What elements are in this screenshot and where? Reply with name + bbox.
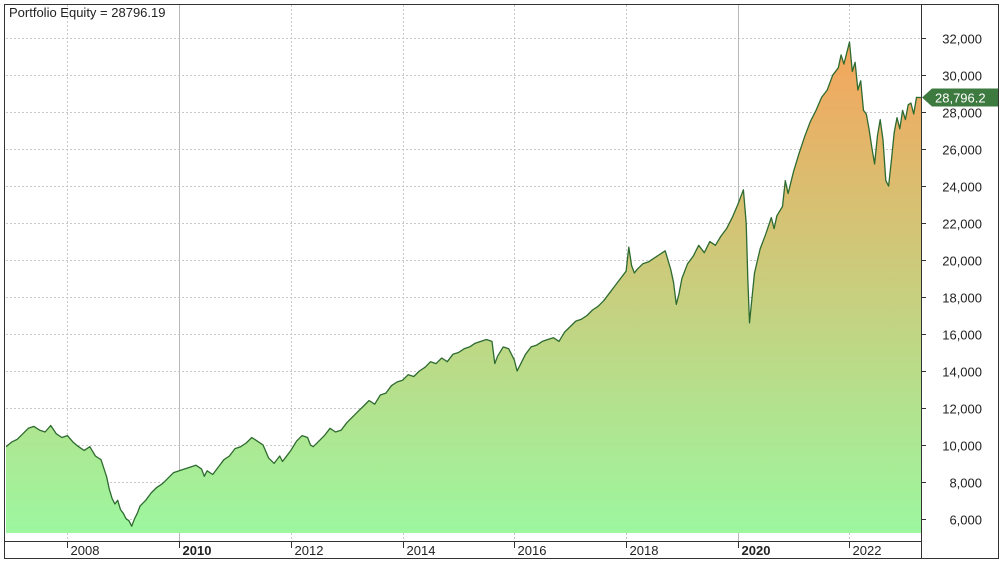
equity-area-fill (6, 42, 921, 533)
chart-frame (4, 4, 999, 559)
last-value-tag (922, 88, 998, 107)
x-tick-label: 2020 (742, 543, 771, 558)
y-axis: 32,000 30,000 28,000 26,000 24,000 22,000 20,0… (921, 32, 982, 528)
y-tick-label: 10,000 (942, 439, 982, 454)
y-tick-label: 14,000 (942, 365, 982, 380)
last-value-label: 28,796.2 (935, 91, 986, 106)
y-tick-label: 12,000 (942, 402, 982, 417)
x-axis: 2008 2010 2012 2014 2016 2018 2020 2022 (67, 541, 882, 558)
y-tick-label: 32,000 (942, 32, 982, 47)
x-tick-label: 2014 (407, 543, 436, 558)
y-tick-label: 22,000 (942, 217, 982, 232)
y-tick-label: 6,000 (949, 513, 982, 528)
x-tick-label: 2018 (630, 543, 659, 558)
y-tick-label: 28,000 (942, 106, 982, 121)
x-tick-label: 2012 (295, 543, 324, 558)
last-value-marker: 28,796.2 (922, 88, 998, 107)
y-tick-label: 20,000 (942, 254, 982, 269)
x-tick-label: 2016 (518, 543, 547, 558)
y-tick-label: 26,000 (942, 143, 982, 158)
equity-area-layer (6, 41, 921, 533)
equity-series-line (6, 41, 921, 527)
y-tick-label: 8,000 (949, 476, 982, 491)
x-tick-label: 2022 (853, 543, 882, 558)
y-tick-label: 18,000 (942, 291, 982, 306)
x-tick-label: 2008 (71, 543, 100, 558)
y-tick-label: 30,000 (942, 69, 982, 84)
chart-title: Portfolio Equity = 28796.19 (9, 5, 165, 20)
y-tick-label: 24,000 (942, 180, 982, 195)
y-tick-label: 16,000 (942, 328, 982, 343)
x-tick-label: 2010 (183, 543, 212, 558)
